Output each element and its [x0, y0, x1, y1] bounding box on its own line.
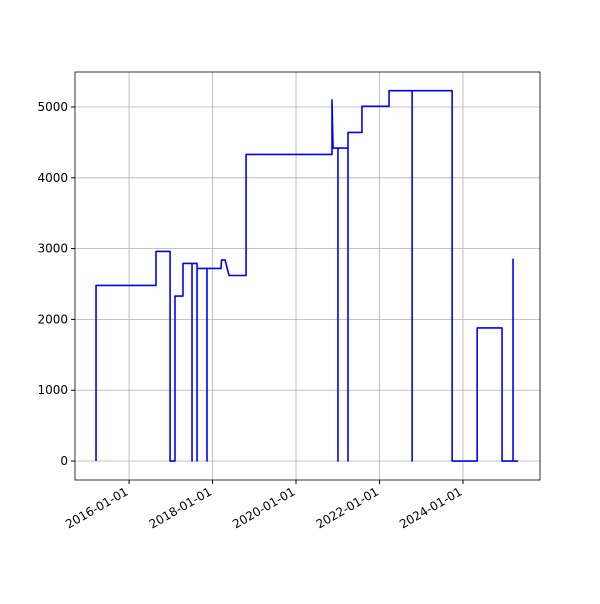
x-tick-label: 2024-01-01 [397, 484, 464, 531]
x-tick-label: 2020-01-01 [230, 484, 297, 531]
y-tick-label: 0 [60, 454, 68, 468]
data-line [95, 89, 519, 462]
x-tick-label: 2022-01-01 [314, 484, 381, 531]
y-tick-label: 3000 [37, 242, 68, 256]
x-tick-label: 2018-01-01 [147, 484, 214, 531]
y-tick-label: 4000 [37, 171, 68, 185]
y-tick-label: 5000 [37, 100, 68, 114]
plot-frame [74, 71, 541, 481]
y-tick-label: 2000 [37, 312, 68, 326]
x-tick-label: 2016-01-01 [63, 484, 130, 531]
y-tick-label: 1000 [37, 383, 68, 397]
